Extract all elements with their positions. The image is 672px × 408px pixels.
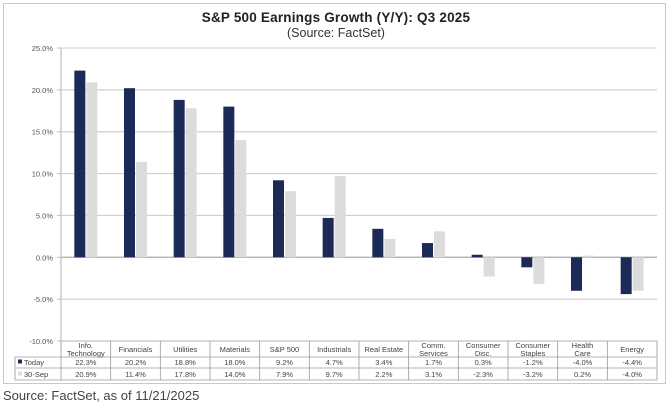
bar-30-sep [434, 231, 445, 258]
y-tick-label: 5.0% [36, 211, 53, 220]
bar-30-sep [285, 191, 296, 258]
category-label: Real Estate [364, 345, 403, 354]
bar-today [273, 180, 284, 258]
data-value: 0.3% [475, 358, 492, 367]
bar-today [422, 243, 433, 258]
bar-30-sep [185, 108, 197, 258]
bars [74, 70, 644, 295]
data-value: 9.7% [326, 370, 343, 379]
y-axis: 25.0% 20.0% 15.0% 10.0% 5.0% 0.0% -5.0% -10.0% [29, 44, 657, 346]
category-label: Staples [520, 349, 545, 358]
data-value: 9.2% [276, 358, 293, 367]
category-label: Comm. [421, 341, 445, 350]
y-tick-label: 25.0% [32, 44, 54, 53]
bar-today [322, 217, 334, 258]
category-label: Consumer [516, 341, 551, 350]
data-value: 14.0% [224, 370, 246, 379]
y-tick-label: 0.0% [36, 253, 53, 262]
legend-label: 30-Sep [24, 370, 48, 379]
bar-today [223, 106, 235, 258]
bar-today [124, 88, 135, 258]
bar-today [372, 228, 384, 258]
category-label: Consumer [466, 341, 501, 350]
y-tick-label: 15.0% [32, 128, 54, 137]
bar-30-sep [384, 238, 396, 258]
bar-today [74, 70, 86, 258]
category-label: Info. [79, 341, 94, 350]
category-label: Industrials [317, 345, 351, 354]
bar-30-sep [86, 82, 98, 258]
data-value: -4.4% [622, 358, 642, 367]
bar-30-sep [334, 176, 346, 258]
data-table: Info.Technology Financials Utilities Materi… [14, 340, 658, 381]
category-label: Utilities [173, 345, 197, 354]
chart-frame [3, 3, 666, 384]
bar-30-sep [483, 257, 495, 277]
category-label: Care [574, 349, 590, 358]
legend-label: Today [24, 358, 44, 367]
data-value: 20.2% [125, 358, 147, 367]
y-tick-label: -10.0% [29, 337, 53, 346]
y-tick-label: 20.0% [32, 86, 54, 95]
data-value: 3.4% [375, 358, 392, 367]
source-note: Source: FactSet, as of 11/21/2025 [3, 388, 200, 403]
legend-swatch [18, 371, 22, 376]
legend-swatch [18, 359, 22, 364]
category-label: Energy [620, 345, 644, 354]
data-value: -2.3% [473, 370, 493, 379]
y-tick-label: -5.0% [33, 295, 53, 304]
data-value: -3.2% [523, 370, 543, 379]
category-label: Financials [119, 345, 153, 354]
bar-today [571, 257, 582, 291]
data-value: 7.9% [276, 370, 293, 379]
bar-30-sep [235, 140, 247, 258]
category-label: Materials [220, 345, 251, 354]
gridlines [61, 89, 657, 300]
data-value: 17.8% [175, 370, 197, 379]
bar-today [471, 254, 483, 258]
bar-30-sep [632, 257, 644, 291]
data-value: 3.1% [425, 370, 442, 379]
chart-subtitle: (Source: FactSet) [287, 26, 385, 40]
data-value: 18.8% [175, 358, 197, 367]
data-value: -4.0% [573, 358, 593, 367]
data-value: 18.0% [224, 358, 246, 367]
category-label: Technology [67, 349, 105, 358]
bar-30-sep [533, 257, 545, 285]
bar-30-sep [136, 161, 147, 258]
category-label: Health [572, 341, 594, 350]
data-value: -4.0% [622, 370, 642, 379]
category-label: Disc. [475, 349, 492, 358]
chart-title: S&P 500 Earnings Growth (Y/Y): Q3 2025 [201, 10, 471, 25]
data-value: 2.2% [375, 370, 392, 379]
data-value: -1.2% [523, 358, 543, 367]
bar-today [620, 257, 632, 295]
bar-today [521, 257, 533, 268]
data-value: 4.7% [326, 358, 343, 367]
data-value: 20.9% [75, 370, 97, 379]
category-label: S&P 500 [270, 345, 299, 354]
data-value: 1.7% [425, 358, 442, 367]
bar-today [173, 99, 185, 258]
data-value: 0.2% [574, 370, 591, 379]
category-label: Services [419, 349, 448, 358]
bar-30-sep [583, 255, 594, 258]
data-value: 22.3% [75, 358, 97, 367]
data-value: 11.4% [125, 370, 146, 379]
y-tick-label: 10.0% [32, 170, 54, 179]
